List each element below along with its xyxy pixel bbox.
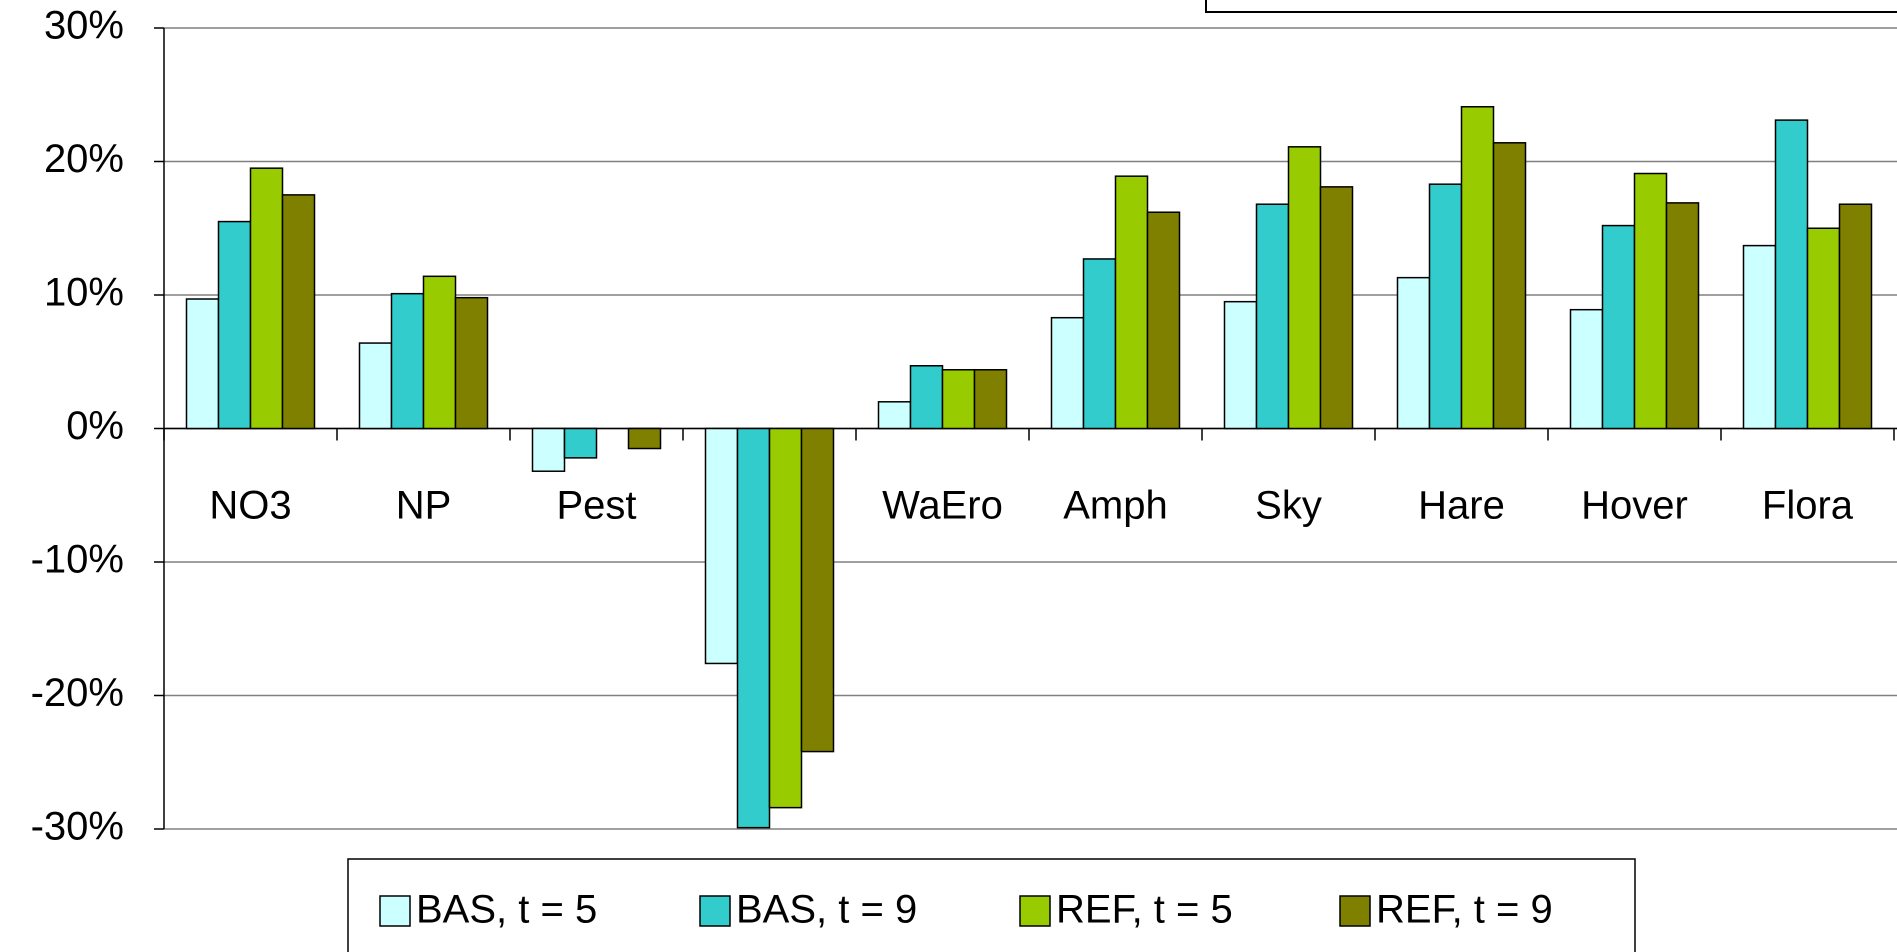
bar	[1396, 276, 1431, 430]
x-tick-label: Sky	[1255, 484, 1322, 528]
bar	[704, 427, 739, 665]
bar	[185, 298, 220, 430]
bar	[1050, 316, 1085, 430]
bar	[1460, 106, 1495, 430]
bar	[390, 292, 425, 430]
y-tick-label: -30%	[31, 805, 124, 849]
cropped-box	[1205, 0, 1897, 13]
x-tick-label: Amph	[1063, 484, 1168, 528]
bar	[800, 427, 835, 753]
bar	[973, 369, 1008, 430]
y-tick-label: 20%	[44, 137, 124, 181]
x-tick-label: Flora	[1762, 484, 1854, 528]
bar	[1082, 258, 1117, 430]
legend-swatch	[1019, 895, 1051, 927]
bar	[422, 275, 457, 430]
x-tick-label: WaEro	[882, 484, 1003, 528]
bar	[1569, 308, 1604, 430]
x-tick-label: Hare	[1418, 484, 1505, 528]
bar	[1838, 203, 1873, 430]
legend-swatch	[1339, 895, 1371, 927]
bar	[1742, 244, 1777, 430]
legend-swatch	[699, 895, 731, 927]
bar	[563, 427, 598, 459]
legend-label: REF, t = 5	[1056, 888, 1233, 932]
x-tick-label: NP	[396, 484, 452, 528]
bar	[1806, 227, 1841, 430]
bar	[1428, 183, 1463, 430]
bar	[249, 167, 284, 430]
bar	[768, 427, 803, 809]
bar	[531, 427, 566, 472]
bar	[1774, 119, 1809, 430]
legend-swatch	[379, 895, 411, 927]
legend-box	[347, 858, 1636, 952]
bar	[627, 427, 662, 450]
y-tick-label: -10%	[31, 538, 124, 582]
bar	[736, 427, 771, 829]
y-tick-label: -20%	[31, 671, 124, 715]
bar	[1255, 203, 1290, 430]
bar	[1601, 224, 1636, 430]
bar	[217, 220, 252, 430]
x-tick-label: Pest	[556, 484, 636, 528]
x-tick-label: Hover	[1581, 484, 1688, 528]
bar	[1665, 202, 1700, 430]
y-tick-label: 30%	[44, 4, 124, 48]
bar	[1223, 300, 1258, 430]
y-tick-label: 0%	[66, 404, 124, 448]
x-tick-label: NO3	[209, 484, 291, 528]
bar	[454, 296, 489, 430]
legend-label: BAS, t = 9	[736, 888, 917, 932]
bar	[909, 365, 944, 430]
bar	[941, 369, 976, 430]
legend-label: BAS, t = 5	[416, 888, 597, 932]
bar	[877, 401, 912, 430]
bar	[1319, 186, 1354, 430]
bar	[281, 194, 316, 430]
bar	[1633, 172, 1668, 430]
bar	[358, 342, 393, 430]
bar	[1287, 146, 1322, 430]
bar	[1146, 211, 1181, 430]
y-tick-label: 10%	[44, 271, 124, 315]
bar	[1114, 175, 1149, 430]
legend-label: REF, t = 9	[1376, 888, 1553, 932]
bar	[1492, 142, 1527, 430]
